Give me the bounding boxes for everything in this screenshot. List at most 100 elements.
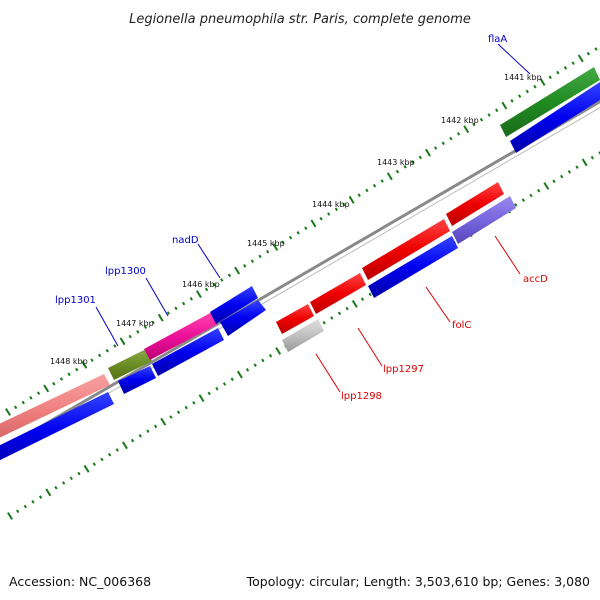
outer-minor-tick — [281, 240, 285, 245]
outer-minor-tick — [327, 212, 331, 216]
inner-minor-tick — [360, 297, 365, 301]
genome-summary-text: Topology: circular; Length: 3,503,610 bp… — [246, 574, 590, 589]
feature-lpp1297-red[interactable] — [276, 304, 314, 334]
outer-minor-tick — [395, 169, 400, 174]
inner-major-tick — [121, 441, 128, 450]
inner-minor-tick — [330, 316, 334, 320]
inner-minor-tick — [552, 179, 556, 184]
feature-nadD-blue[interactable] — [210, 286, 258, 324]
outer-minor-tick — [556, 70, 560, 75]
inner-minor-tick — [39, 495, 43, 499]
tick-label-1447: 1447 kbp — [116, 319, 154, 328]
inner-minor-tick — [31, 500, 35, 504]
inner-minor-tick — [92, 462, 96, 466]
gene-label-nadD[interactable]: nadD — [172, 235, 199, 246]
gene-label-lpp1297[interactable]: lpp1297 — [383, 364, 424, 375]
inner-major-tick — [45, 488, 52, 497]
outer-major-tick — [5, 408, 11, 416]
outer-minor-tick — [372, 183, 377, 188]
inner-minor-tick — [130, 438, 135, 443]
cds-reverse-1[interactable] — [368, 236, 458, 298]
feature-red-2[interactable] — [310, 273, 366, 314]
outer-scale-ticks — [5, 47, 598, 416]
outer-minor-tick — [525, 89, 529, 94]
feature-lpp1301-olive[interactable] — [108, 349, 152, 380]
gene-label-lpp1300[interactable]: lpp1300 — [105, 266, 146, 277]
gene-label-lpp1301[interactable]: lpp1301 — [55, 295, 96, 306]
outer-major-tick — [501, 101, 508, 110]
inner-minor-tick — [54, 485, 58, 490]
gene-labels: flaA nadD lpp1300 lpp1301 accD folC lpp1… — [55, 34, 548, 402]
outer-minor-tick — [296, 231, 300, 235]
inner-major-tick — [543, 182, 550, 190]
outer-minor-tick — [36, 391, 41, 395]
outer-minor-tick — [533, 84, 537, 89]
outer-major-tick — [272, 243, 279, 251]
outer-minor-tick — [342, 202, 346, 207]
inner-minor-tick — [560, 174, 564, 179]
tick-label-1445: 1445 kbp — [247, 239, 285, 248]
cds-forward-5[interactable] — [510, 82, 600, 153]
accession-text: Accession: NC_006368 — [9, 574, 151, 589]
outer-minor-tick — [105, 348, 109, 353]
outer-minor-tick — [143, 325, 148, 329]
outer-minor-tick — [189, 297, 193, 301]
outer-major-tick — [463, 125, 470, 134]
gene-label-lpp1298[interactable]: lpp1298 — [341, 391, 382, 402]
outer-minor-tick — [97, 353, 102, 358]
inner-minor-tick — [567, 170, 571, 174]
outer-minor-tick — [212, 282, 216, 287]
feature-folC-red[interactable] — [362, 219, 450, 280]
feature-accD-red[interactable] — [446, 182, 504, 226]
inner-minor-tick — [16, 509, 20, 514]
outer-minor-tick — [456, 132, 461, 136]
outer-minor-tick — [304, 226, 308, 230]
outer-minor-tick — [113, 344, 117, 348]
outer-major-tick — [386, 172, 393, 181]
outer-minor-tick — [250, 259, 255, 263]
outer-minor-tick — [418, 155, 423, 160]
outer-minor-tick — [479, 117, 484, 122]
cds-forward-3[interactable] — [152, 328, 224, 376]
cds-forward-2[interactable] — [118, 366, 156, 394]
outer-major-tick — [310, 219, 317, 228]
outer-minor-tick — [258, 254, 262, 259]
outer-minor-tick — [166, 311, 171, 315]
outer-minor-tick — [151, 320, 155, 325]
inner-minor-tick — [207, 391, 211, 396]
outer-minor-tick — [586, 51, 591, 56]
outer-minor-tick — [52, 381, 56, 386]
inner-minor-tick — [590, 155, 594, 160]
inner-minor-tick — [345, 306, 349, 311]
feature-pink[interactable] — [0, 374, 110, 447]
outer-minor-tick — [334, 207, 339, 212]
gene-label-folC[interactable]: folC — [452, 320, 471, 331]
outer-major-tick — [577, 54, 584, 63]
outer-minor-tick — [128, 334, 132, 339]
outer-minor-tick — [433, 146, 438, 150]
inner-minor-tick — [514, 203, 518, 207]
feature-flaA-green[interactable] — [500, 67, 600, 137]
scale-labels: 1441 kbp 1442 kbp 1443 kbp 1444 kbp 1445… — [50, 73, 542, 366]
cds-forward-1[interactable] — [0, 392, 114, 470]
outer-minor-tick — [13, 405, 18, 410]
outer-minor-tick — [181, 301, 186, 306]
inner-minor-tick — [521, 198, 526, 202]
inner-minor-tick — [322, 320, 326, 325]
gene-label-flaA[interactable]: flaA — [488, 34, 507, 45]
inner-minor-tick — [537, 188, 541, 193]
feature-lpp1298-grey[interactable] — [282, 319, 324, 352]
outer-minor-tick — [487, 113, 491, 117]
feature-lpp1300-magenta[interactable] — [144, 312, 218, 360]
outer-major-tick — [348, 195, 355, 204]
outer-minor-tick — [449, 136, 453, 141]
gene-label-accD[interactable]: accD — [523, 274, 548, 285]
inner-minor-tick — [368, 292, 372, 297]
outer-minor-tick — [403, 165, 407, 169]
tick-label-1448: 1448 kbp — [50, 357, 88, 366]
outer-minor-tick — [380, 179, 384, 183]
outer-minor-tick — [319, 216, 323, 221]
feature-accD-purple[interactable] — [452, 196, 516, 244]
inner-minor-tick — [146, 429, 150, 433]
cds-forward-4[interactable] — [220, 300, 266, 336]
